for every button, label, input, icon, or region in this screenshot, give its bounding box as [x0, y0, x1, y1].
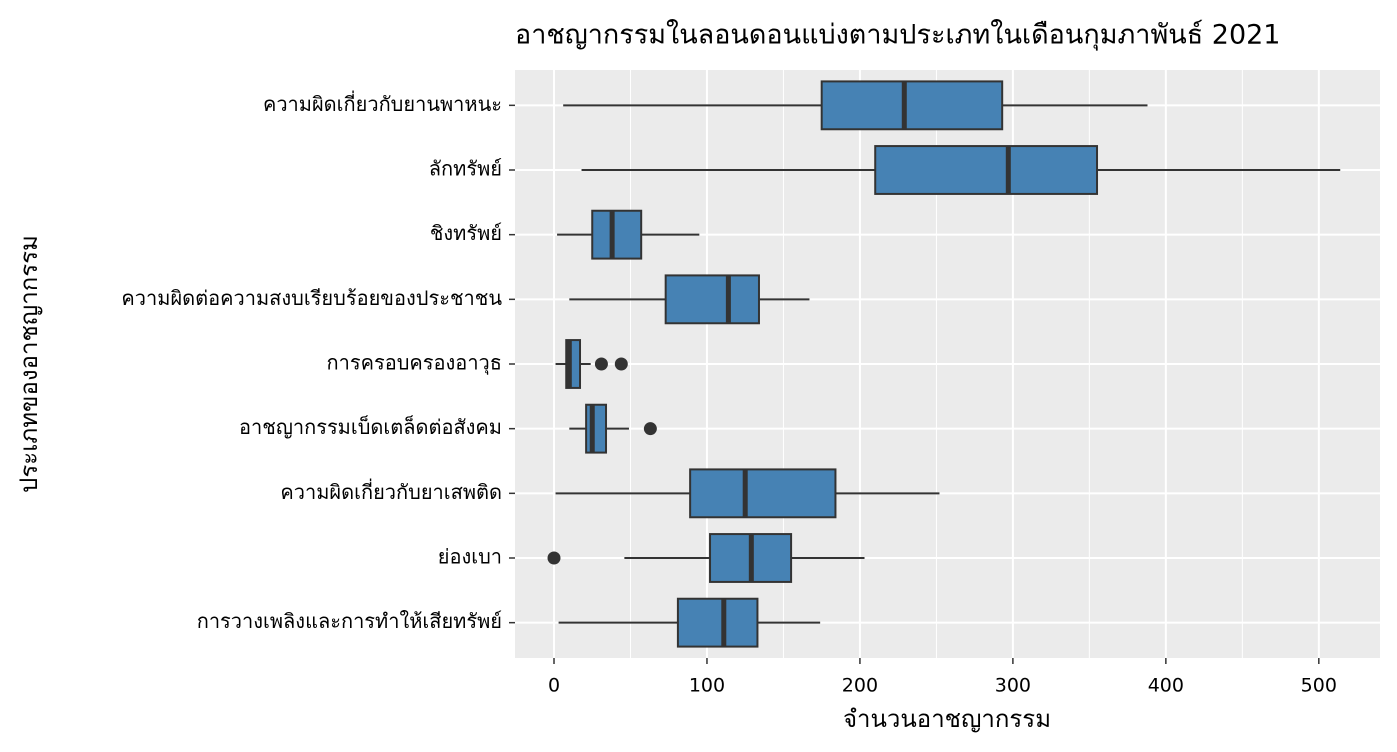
outlier: [547, 551, 561, 565]
outlier: [614, 357, 628, 371]
box: [676, 597, 759, 648]
y-tick-label: การวางเพลิงและการทำให้เสียทรัพย์: [197, 609, 502, 633]
y-tick-label: ชิงทรัพย์: [430, 221, 502, 245]
outlier: [643, 422, 657, 436]
y-tick-label: ความผิดเกี่ยวกับยาเสพติด: [280, 478, 502, 504]
y-tick-label: อาชญากรรมเบ็ดเตล็ดต่อสังคม: [239, 414, 502, 439]
x-axis-label: จำนวนอาชญากรรม: [843, 705, 1051, 733]
y-tick-label: ลักทรัพย์: [429, 157, 502, 181]
box: [874, 145, 1099, 195]
x-tick-label: 100: [689, 675, 725, 697]
y-tick-label: ย่องเบา: [438, 545, 502, 569]
y-tick-label: การครอบครองอาวุธ: [327, 351, 503, 376]
y-tick-label: ความผิดเกี่ยวกับยานพาหนะ: [263, 90, 502, 116]
x-tick-label: 200: [842, 675, 878, 697]
chart-title: อาชญากรรมในลอนดอนแบ่งตามประเภทในเดือนกุม…: [515, 19, 1280, 52]
box: [689, 468, 837, 519]
box: [664, 274, 760, 325]
outlier: [594, 357, 608, 371]
y-axis-label: ประเภทของอาชญากรรม: [15, 235, 43, 493]
y-tick-label: ความผิดต่อความสงบเรียบร้อยของประชาชน: [121, 286, 502, 310]
x-tick-label: 0: [548, 675, 560, 697]
x-tick-label: 500: [1301, 675, 1337, 697]
box: [585, 403, 608, 454]
x-tick-label: 300: [995, 675, 1031, 697]
box: [591, 209, 643, 260]
x-tick-label: 400: [1148, 675, 1184, 697]
box: [820, 80, 1004, 131]
